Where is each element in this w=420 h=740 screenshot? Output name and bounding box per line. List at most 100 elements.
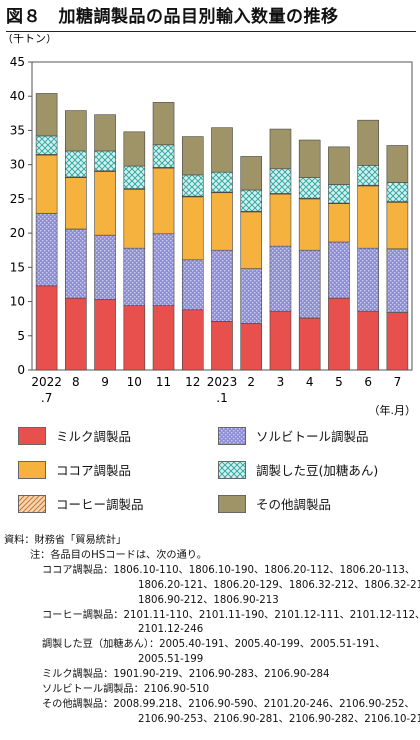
legend-swatch-other [218, 494, 246, 513]
legend-item-other: その他調製品 [218, 494, 331, 513]
hs-code-continuation: 2101.12-246 [138, 624, 204, 636]
x-tick-label: .7 [41, 391, 52, 405]
bar-segment-sorbitol [328, 241, 350, 299]
bar-segment-cocoa [181, 196, 204, 261]
bar-segment-beans [35, 135, 58, 155]
hs-code-values: 2008.99.218、2106.90-590、2101.20-246、2106… [113, 698, 415, 710]
bar-segment-beans [357, 165, 379, 186]
chart-legend: ミルク調製品 ソルビトール調製品 ココア調製品 調製した豆(加糖あん) コーヒー… [18, 422, 418, 522]
bar-segment-sorbitol [65, 228, 87, 299]
bar-segment-other [240, 156, 263, 191]
bar-segment-milk [357, 310, 379, 371]
hs-code-values: 1901.90-219、2106.90-283、2106.90-284 [113, 669, 330, 681]
bar-segment-other [298, 139, 321, 178]
x-tick-label: 7 [394, 375, 402, 389]
bar-segment-milk [35, 285, 58, 371]
x-tick-label: 12 [185, 375, 200, 389]
hs-code-values: 1806.10-110、1806.10-190、1806.20-112、1806… [113, 564, 416, 576]
legend-label-cocoa: ココア調製品 [56, 463, 132, 478]
bar-segment-beans [386, 182, 409, 202]
bar-segment-cocoa [94, 171, 116, 236]
bar-segment-sorbitol [386, 248, 409, 313]
bar-segment-other [328, 146, 350, 185]
bar-segment-milk [240, 323, 263, 371]
bar-segment-beans [123, 165, 146, 189]
bar-segment-sorbitol [357, 247, 379, 312]
hs-code-item: ココア調製品：1806.10-110、1806.10-190、1806.20-1… [4, 564, 418, 579]
legend-swatch-cocoa [18, 460, 46, 479]
bar-segment-cocoa [152, 167, 175, 235]
x-tick-label: 6 [364, 375, 372, 389]
bar-segment-milk [211, 321, 233, 371]
bar-segment-milk [269, 310, 292, 371]
bar-segment-milk [65, 297, 87, 371]
title-underline [6, 31, 416, 32]
bar-segment-other [123, 131, 146, 167]
bar-segment-other [181, 136, 204, 176]
hs-code-continuation: 2005.51-199 [138, 654, 204, 666]
bar-segment-beans [65, 150, 87, 178]
bar-segment-beans [328, 184, 350, 204]
bar-segment-cocoa [386, 202, 409, 250]
notes-block: 資料：財務省「貿易統計」 注：各品目のHSコードは、次の通り。 ココア調製品：1… [4, 534, 420, 728]
bar-segment-beans [211, 171, 233, 193]
legend-swatch-beans [218, 460, 246, 479]
bar-segment-cocoa [269, 193, 292, 247]
x-tick-label: 9 [101, 375, 109, 389]
bar-segment-other [65, 110, 87, 152]
figure-title-text: 図８ 加糖調製品の品目別輸入数量の推移 [6, 7, 339, 27]
hs-code-values: 2101.11-110、2101.11-190、2101.12-111、2101… [123, 609, 420, 621]
hs-code-continuation: 1806.90-212、1806.90-213 [138, 594, 279, 606]
bar-segment-cocoa [357, 185, 379, 249]
bar-segment-sorbitol [298, 249, 321, 319]
hs-code-values: 2106.90-510 [143, 684, 210, 696]
bar-segment-cocoa [211, 192, 233, 251]
legend-item-cocoa: ココア調製品 [18, 460, 131, 479]
bar-segment-sorbitol [152, 233, 175, 306]
bar-segment-milk [123, 305, 146, 371]
bar-segment-sorbitol [35, 212, 58, 287]
hs-code-label: ソルビトール調製品： [42, 684, 144, 696]
bar-segment-sorbitol [123, 247, 146, 306]
hs-code-label: ココア調製品： [42, 564, 114, 576]
x-tick-label: 2022 [31, 375, 62, 389]
bar-segment-cocoa [123, 189, 146, 249]
bar-segment-cocoa [328, 203, 350, 243]
bar-segment-other [35, 93, 58, 137]
y-tick-label: 5 [17, 329, 25, 343]
bar-segment-other [357, 119, 379, 166]
bar-segment-sorbitol [181, 259, 204, 311]
bar-segment-milk [298, 317, 321, 371]
x-tick-label: 10 [127, 375, 142, 389]
x-tick-label: 11 [156, 375, 171, 389]
hs-code-note-head: 注：各品目のHSコードは、次の通り。 [30, 549, 207, 561]
y-tick-label: 45 [10, 55, 25, 69]
legend-swatch-sorbitol [218, 426, 246, 445]
legend-label-other: その他調製品 [256, 497, 332, 512]
source-note: 資料：財務省「貿易統計」 [4, 535, 127, 546]
bar-segment-cocoa [35, 154, 58, 214]
y-tick-label: 35 [10, 123, 25, 137]
legend-swatch-milk [18, 426, 46, 445]
bar-segment-cocoa [65, 177, 87, 230]
y-tick-label: 0 [17, 363, 25, 377]
bar-segment-milk [181, 309, 204, 371]
y-tick-label: 15 [10, 260, 25, 274]
bar-segment-beans [152, 144, 175, 168]
bar-segment-sorbitol [240, 268, 263, 324]
x-tick-label: 2023 [207, 375, 238, 389]
bar-segment-sorbitol [211, 249, 233, 322]
bar-segment-cocoa [298, 198, 321, 251]
hs-code-label: 調製した豆（加糖あん）： [42, 639, 160, 651]
bar-segment-other [94, 114, 116, 152]
x-tick-label: 8 [72, 375, 80, 389]
bar-segment-beans [240, 189, 263, 212]
hs-code-values: 2005.40-191、2005.40-199、2005.51-191、 [159, 639, 386, 651]
bar-segment-cocoa [240, 211, 263, 270]
y-tick-label: 10 [10, 295, 25, 309]
legend-item-coffee: コーヒー調製品 [18, 494, 144, 513]
legend-item-beans: 調製した豆(加糖あん) [218, 460, 378, 479]
bar-segment-beans [298, 177, 321, 199]
x-tick-label: 4 [306, 375, 314, 389]
bar-segment-other [211, 127, 233, 173]
